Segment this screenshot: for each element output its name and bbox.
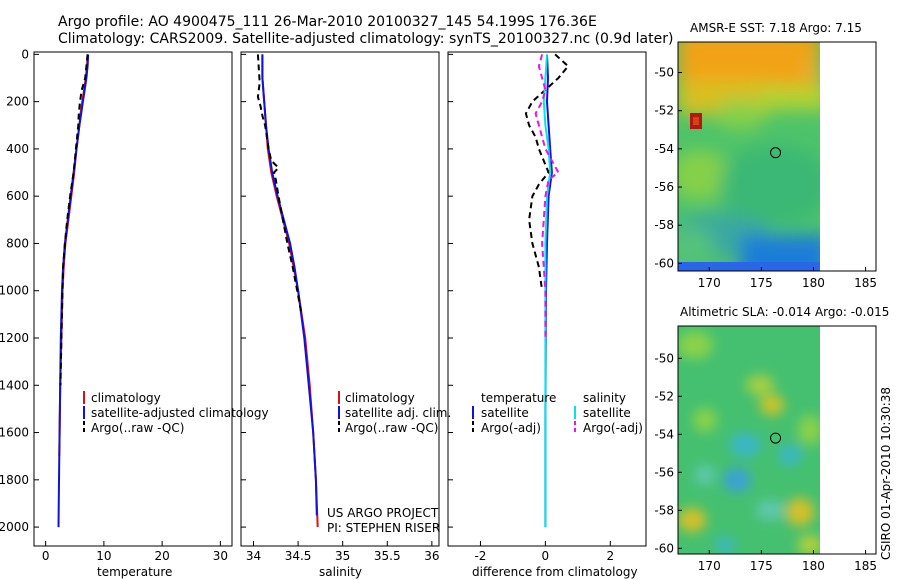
temperature-series (57, 54, 90, 528)
salinity-axes (240, 51, 440, 547)
sst-map-title: AMSR-E SST: 7.18 Argo: 7.15 (690, 21, 862, 35)
x-tick-label: 35 (335, 549, 350, 563)
csiro-timestamp: CSIRO 01-Apr-2010 10:30:38 (879, 387, 893, 560)
y-tick-label: 800 (6, 236, 29, 250)
map-y-tick-label: -52 (654, 104, 674, 118)
salinity-series (256, 54, 319, 528)
y-tick-label: 2000 (0, 520, 29, 534)
map-x-tick-label: 180 (802, 559, 825, 573)
header-line-1: Argo profile: AO 4900475_111 26-Mar-2010… (58, 14, 597, 30)
salinity-legend: climatology satellite adj. clim. Argo(..… (338, 391, 451, 435)
series-temperature-argo-adj- (524, 53, 570, 291)
map-x-tick-label: 185 (854, 559, 877, 573)
sla-profile-marker (770, 432, 782, 444)
difference-x-ticks: -2 0 2 (448, 53, 614, 563)
legend-label-temp-argo: Argo(-adj) (481, 421, 541, 435)
y-tick-label: 200 (6, 95, 29, 109)
temperature-x-label: temperature (97, 565, 172, 579)
series-satellite-adj-clim- (261, 54, 318, 516)
legend-label-sal-satellite: satellite (583, 406, 631, 420)
series-argo-raw-qc- (256, 54, 303, 315)
salinity-x-ticks: 34 34.5 35 35.5 36 (241, 53, 440, 563)
sst-map-ticks: 170 175 180 185 -50 -52 -54 -56 -58 -60 (654, 66, 877, 290)
sst-map-axes (677, 41, 877, 272)
temperature-legend: climatology satellite-adjusted climatolo… (83, 391, 269, 435)
legend-label-climatology: climatology (345, 391, 415, 405)
legend-label-satellite: satellite-adjusted climatology (91, 406, 269, 420)
map-x-tick-label: 170 (698, 276, 721, 290)
legend-label-temp-satellite: satellite (481, 406, 529, 420)
x-tick-label: 34 (246, 549, 261, 563)
map-y-tick-label: -50 (654, 66, 674, 80)
map-x-tick-label: 185 (854, 276, 877, 290)
map-y-tick-label: -58 (654, 218, 674, 232)
y-tick-label: 0 (21, 47, 29, 61)
legend-title-temperature: temperature (481, 391, 556, 405)
map-y-tick-label: -54 (654, 427, 674, 441)
y-tick-label: 1200 (0, 331, 29, 345)
difference-series (524, 53, 570, 528)
legend-label-satellite: satellite adj. clim. (345, 406, 451, 420)
sla-map-title: Altimetric SLA: -0.014 Argo: -0.015 (680, 305, 889, 319)
y-tick-label: 1400 (0, 378, 29, 392)
map-y-tick-label: -56 (654, 180, 674, 194)
salinity-x-label: salinity (319, 565, 362, 579)
y-tick-label: 1000 (0, 284, 29, 298)
y-tick-label: 400 (6, 142, 29, 156)
y-tick-label: 1600 (0, 426, 29, 440)
legend-title-salinity: salinity (583, 391, 626, 405)
x-tick-label: 36 (424, 549, 439, 563)
difference-axes (447, 51, 647, 547)
series-satellite-adjusted-climatology (57, 54, 90, 528)
x-tick-label: 2 (606, 549, 614, 563)
x-tick-label: 30 (213, 549, 228, 563)
map-y-tick-label: -50 (654, 351, 674, 365)
x-tick-label: 35.5 (374, 549, 401, 563)
y-tick-label: 600 (6, 189, 29, 203)
x-tick-label: 0 (42, 549, 50, 563)
map-y-tick-label: -56 (654, 465, 674, 479)
y-tick-label: 1800 (0, 473, 29, 487)
legend-label-argo: Argo(..raw -QC) (345, 421, 438, 435)
sla-map-ticks: 170 175 180 185 -50 -52 -54 -56 -58 -60 (654, 351, 877, 573)
x-tick-label: 34.5 (285, 549, 312, 563)
x-tick-label: 10 (96, 549, 111, 563)
sla-heatmap (678, 326, 820, 554)
map-x-tick-label: 170 (698, 559, 721, 573)
pi-credit: PI: STEPHEN RISER (327, 521, 440, 535)
x-tick-label: 0 (542, 549, 550, 563)
x-tick-label: -2 (474, 549, 486, 563)
project-credit: US ARGO PROJECT (327, 506, 439, 520)
header-line-2: Climatology: CARS2009. Satellite-adjuste… (58, 31, 673, 47)
depth-tick-labels: 0 200 400 600 800 1000 1200 1400 1600 1800 2000 (0, 47, 29, 534)
map-x-tick-label: 175 (750, 559, 773, 573)
legend-label-climatology: climatology (91, 391, 161, 405)
difference-x-label: difference from climatology (472, 565, 638, 579)
map-x-tick-label: 175 (750, 276, 773, 290)
series-argo-raw-qc- (59, 54, 89, 386)
series-climatology (261, 54, 319, 528)
temperature-axes (33, 51, 233, 547)
map-y-tick-label: -60 (654, 256, 674, 270)
temperature-x-ticks: 0 10 20 30 (34, 53, 228, 563)
map-x-tick-label: 180 (802, 276, 825, 290)
sst-heatmap (678, 42, 820, 271)
legend-label-argo: Argo(..raw -QC) (91, 421, 184, 435)
x-tick-label: 20 (154, 549, 169, 563)
difference-legend: temperature satellite Argo(-adj) salinit… (472, 391, 643, 435)
sst-profile-marker (770, 147, 782, 159)
legend-label-sal-argo: Argo(-adj) (583, 421, 643, 435)
map-y-tick-label: -60 (654, 541, 674, 555)
map-y-tick-label: -58 (654, 503, 674, 517)
map-y-tick-label: -52 (654, 389, 674, 403)
sla-map-axes (677, 325, 877, 555)
map-y-tick-label: -54 (654, 142, 674, 156)
